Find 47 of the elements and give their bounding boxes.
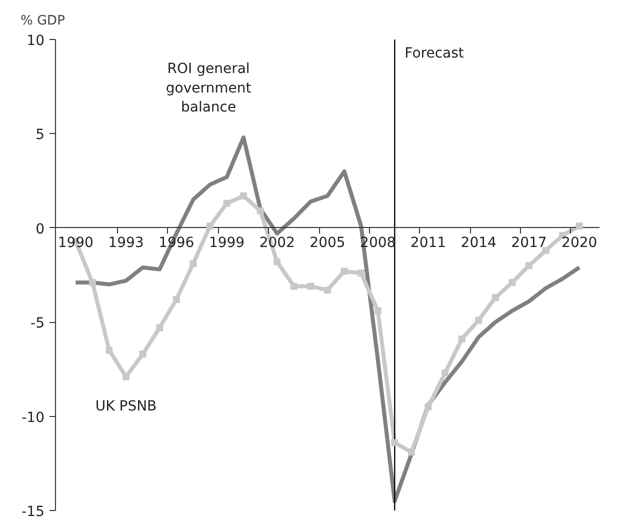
point (307, 282, 314, 290)
x-tick-label: 2020 (562, 234, 598, 251)
y-tick-label: 10 (26, 33, 45, 49)
point (256, 207, 264, 214)
point (391, 439, 398, 446)
ref-line-label: Forecast (404, 46, 464, 62)
y-tick-label: -10 (22, 410, 45, 426)
series-label: ROI general government balance (166, 61, 252, 116)
point (458, 336, 466, 343)
point (172, 296, 180, 303)
point (576, 222, 583, 230)
point (139, 350, 146, 358)
x-tick-label: 1999 (208, 234, 245, 251)
point (340, 268, 348, 275)
y-tick-label: 5 (36, 127, 45, 144)
x-tick-label: 2017 (511, 234, 547, 251)
point (374, 307, 382, 314)
series-label: UK PSNB (95, 398, 157, 415)
point (274, 258, 281, 266)
point (88, 279, 96, 286)
point (508, 279, 516, 286)
x-tick-label: 1990 (58, 234, 94, 251)
x-tick-label: 2011 (410, 234, 446, 251)
x-tick-label: 2014 (460, 234, 497, 251)
point (442, 369, 449, 376)
x-tick-label: 1993 (108, 234, 144, 251)
point (324, 286, 331, 294)
point (424, 403, 432, 410)
point (475, 316, 482, 324)
point (240, 192, 248, 200)
point (156, 324, 164, 332)
point (190, 260, 197, 268)
point (106, 346, 113, 354)
y-axis-title: % GDP (20, 14, 66, 28)
point (525, 262, 532, 270)
x-tick-label: 2005 (310, 234, 346, 251)
point (358, 270, 365, 277)
point (223, 200, 230, 207)
point (492, 294, 499, 302)
point (542, 247, 550, 254)
y-tick-label: -5 (30, 316, 45, 332)
point (408, 448, 415, 456)
y-tick-label: 0 (36, 221, 45, 238)
y-tick-label: -15 (22, 504, 45, 520)
point (206, 222, 214, 230)
x-tick-label: 2002 (259, 234, 295, 251)
point (290, 282, 298, 290)
